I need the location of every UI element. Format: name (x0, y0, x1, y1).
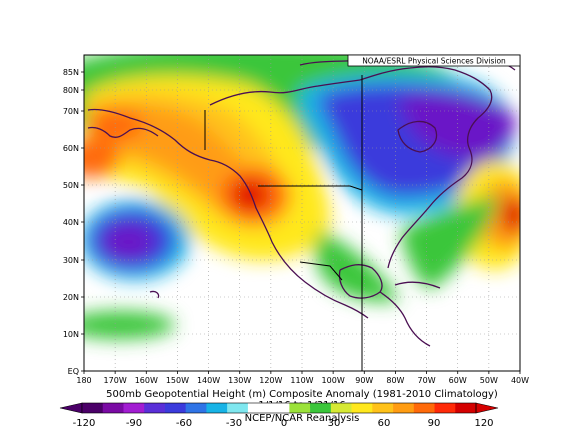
coastline-hudson-bay (397, 120, 438, 153)
colorbar-swatch (330, 403, 352, 413)
colorbar-swatch (372, 403, 394, 413)
lat-label: 60N (63, 144, 79, 153)
lon-label: 70W (418, 376, 436, 385)
colorbar-swatch (206, 403, 228, 413)
colorbar-tick-label: 60 (378, 418, 391, 429)
lat-label: 50N (63, 181, 79, 190)
lat-label: 20N (63, 293, 79, 302)
colorbar-tick-label: 0 (281, 418, 287, 429)
colorbar-swatch (247, 403, 269, 413)
coastline-hawaii (149, 290, 160, 299)
colorbar-swatch (434, 403, 456, 413)
colorbar-tick-label: -30 (226, 418, 242, 429)
lon-label: 180 (76, 376, 91, 385)
source-label-box (347, 54, 521, 67)
anomaly-core-atlantic-ridge (501, 197, 520, 233)
colorbar-swatch (289, 403, 311, 413)
anomaly-core-west-coast (232, 179, 268, 211)
lon-label: 140W (197, 376, 220, 385)
anomaly-zone-gulf (314, 230, 400, 302)
colorbar-arrow-high (475, 402, 499, 414)
colorbar-swatch (351, 403, 373, 413)
lon-label: 120W (259, 376, 282, 385)
lat-label: 10N (63, 330, 79, 339)
anomaly-zone-tropical-pacific (84, 311, 175, 339)
lon-label: 100W (322, 376, 345, 385)
lat-label: 70N (63, 107, 79, 116)
colorbar-swatch (268, 403, 290, 413)
coastline-central-america (379, 291, 431, 347)
lat-label: 40N (63, 218, 79, 227)
coastline-caribbean (394, 281, 441, 289)
colorbar-swatch (310, 403, 332, 413)
colorbar-tick-label: -60 (176, 418, 192, 429)
lat-label: 30N (63, 256, 79, 265)
lon-label: 130W (228, 376, 251, 385)
anomaly-field (84, 55, 520, 371)
colorbar-swatch (82, 403, 104, 413)
colorbar-swatch (144, 403, 166, 413)
border-us-mexico (299, 261, 343, 281)
colorbar-arrow-low (59, 402, 83, 414)
lon-label: 80W (386, 376, 404, 385)
colorbar-swatch (455, 403, 477, 413)
anomaly-core-pacific-low (102, 224, 154, 260)
colorbar-swatch (164, 403, 186, 413)
lat-label: EQ (68, 367, 79, 376)
anomaly-zone-atlantic-green (400, 195, 500, 290)
lat-label: 85N (63, 68, 79, 77)
lon-label: 170W (104, 376, 127, 385)
coastline-pacific (87, 108, 369, 319)
colorbar-tick-label: 120 (474, 418, 493, 429)
border-us-canada (258, 185, 363, 191)
colorbar-swatch (393, 403, 415, 413)
colorbar-tick-label: -90 (126, 418, 142, 429)
colorbar: -120 -90 -60 -30 0 30 60 90 120 (59, 402, 499, 429)
lon-label: 90W (355, 376, 373, 385)
coastline-arctic (209, 79, 361, 106)
colorbar-swatch (413, 403, 435, 413)
dataset-credit: NCEP/NCAR Reanalysis (245, 413, 360, 424)
coastline-alaska-peninsula (87, 126, 159, 138)
source-label: NOAA/ESRL Physical Sciences Division (362, 57, 506, 66)
lat-label: 80N (63, 86, 79, 95)
colorbar-tick-label: 30 (328, 418, 341, 429)
colorbar-tick-label: -120 (73, 418, 96, 429)
lon-label: 50W (480, 376, 498, 385)
map-title: 500mb Geopotential Height (m) Composite … (106, 389, 498, 400)
lon-label: 110W (290, 376, 313, 385)
colorbar-swatch (123, 403, 145, 413)
colorbar-swatch (185, 403, 207, 413)
colorbar-tick-label: 90 (428, 418, 441, 429)
lon-label: 150W (166, 376, 189, 385)
lon-label: 60W (449, 376, 467, 385)
lon-label: 40W (511, 376, 529, 385)
anomaly-max-alaska (87, 109, 143, 141)
graticule (84, 55, 520, 371)
borders (204, 75, 363, 371)
colorbar-swatch (227, 403, 249, 413)
coastline-canada-east (359, 66, 493, 269)
lon-label: 160W (135, 376, 158, 385)
colorbar-swatch (102, 403, 124, 413)
colorbar-frame (81, 402, 477, 414)
coastlines (87, 58, 516, 347)
